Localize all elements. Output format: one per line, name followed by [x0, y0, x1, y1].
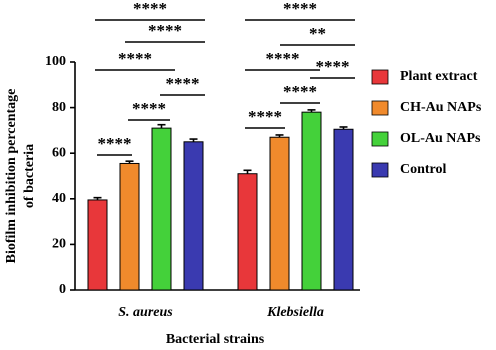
bar — [333, 128, 354, 291]
bar — [151, 127, 172, 291]
error-bar — [339, 126, 348, 130]
significance-label: **** — [316, 57, 350, 76]
significance-label: **** — [266, 49, 300, 68]
significance-label: **** — [133, 0, 167, 18]
significance-label: **** — [283, 0, 317, 18]
y-tick-label: 20 — [52, 237, 66, 252]
legend-label: Plant extract — [400, 69, 478, 84]
significance-label: **** — [132, 99, 166, 118]
y-axis-title: of bacteria — [22, 144, 37, 208]
legend-label: OL-Au NAPs — [400, 131, 481, 146]
bar — [237, 173, 258, 291]
significance-label: **** — [148, 21, 182, 40]
legend-swatch — [371, 162, 389, 178]
legend-label: Control — [400, 162, 447, 177]
error-bar — [243, 169, 252, 174]
bar — [269, 136, 290, 291]
significance-label: **** — [118, 49, 152, 68]
bar — [87, 199, 108, 291]
error-bar — [125, 160, 134, 164]
y-tick-label: 40 — [52, 191, 66, 206]
legend-swatch — [371, 131, 389, 147]
error-bar — [93, 196, 102, 200]
bar — [119, 162, 140, 291]
significance-label: **** — [283, 82, 317, 101]
x-tick-label: Klebsiella — [266, 305, 324, 320]
significance-label: ** — [309, 24, 326, 43]
x-tick-label: S. aureus — [118, 305, 173, 320]
significance-label: **** — [98, 134, 132, 153]
error-bar — [307, 109, 316, 113]
y-tick-label: 60 — [52, 145, 66, 160]
y-axis-title: Biofilm inhibition percentage — [4, 89, 19, 264]
legend-label: CH-Au NAPs — [400, 100, 482, 115]
x-axis-title: Bacterial strains — [166, 332, 265, 347]
significance-label: **** — [248, 107, 282, 126]
significance-label: **** — [166, 74, 200, 93]
y-tick-label: 80 — [52, 100, 66, 115]
error-bar — [189, 138, 198, 142]
y-tick-label: 0 — [59, 282, 66, 297]
error-bar — [157, 123, 166, 129]
error-bar — [275, 134, 284, 138]
legend-swatch — [371, 100, 389, 116]
bar — [301, 111, 322, 291]
bar — [183, 141, 204, 291]
legend-swatch — [371, 69, 389, 85]
y-tick-label: 100 — [45, 54, 66, 69]
